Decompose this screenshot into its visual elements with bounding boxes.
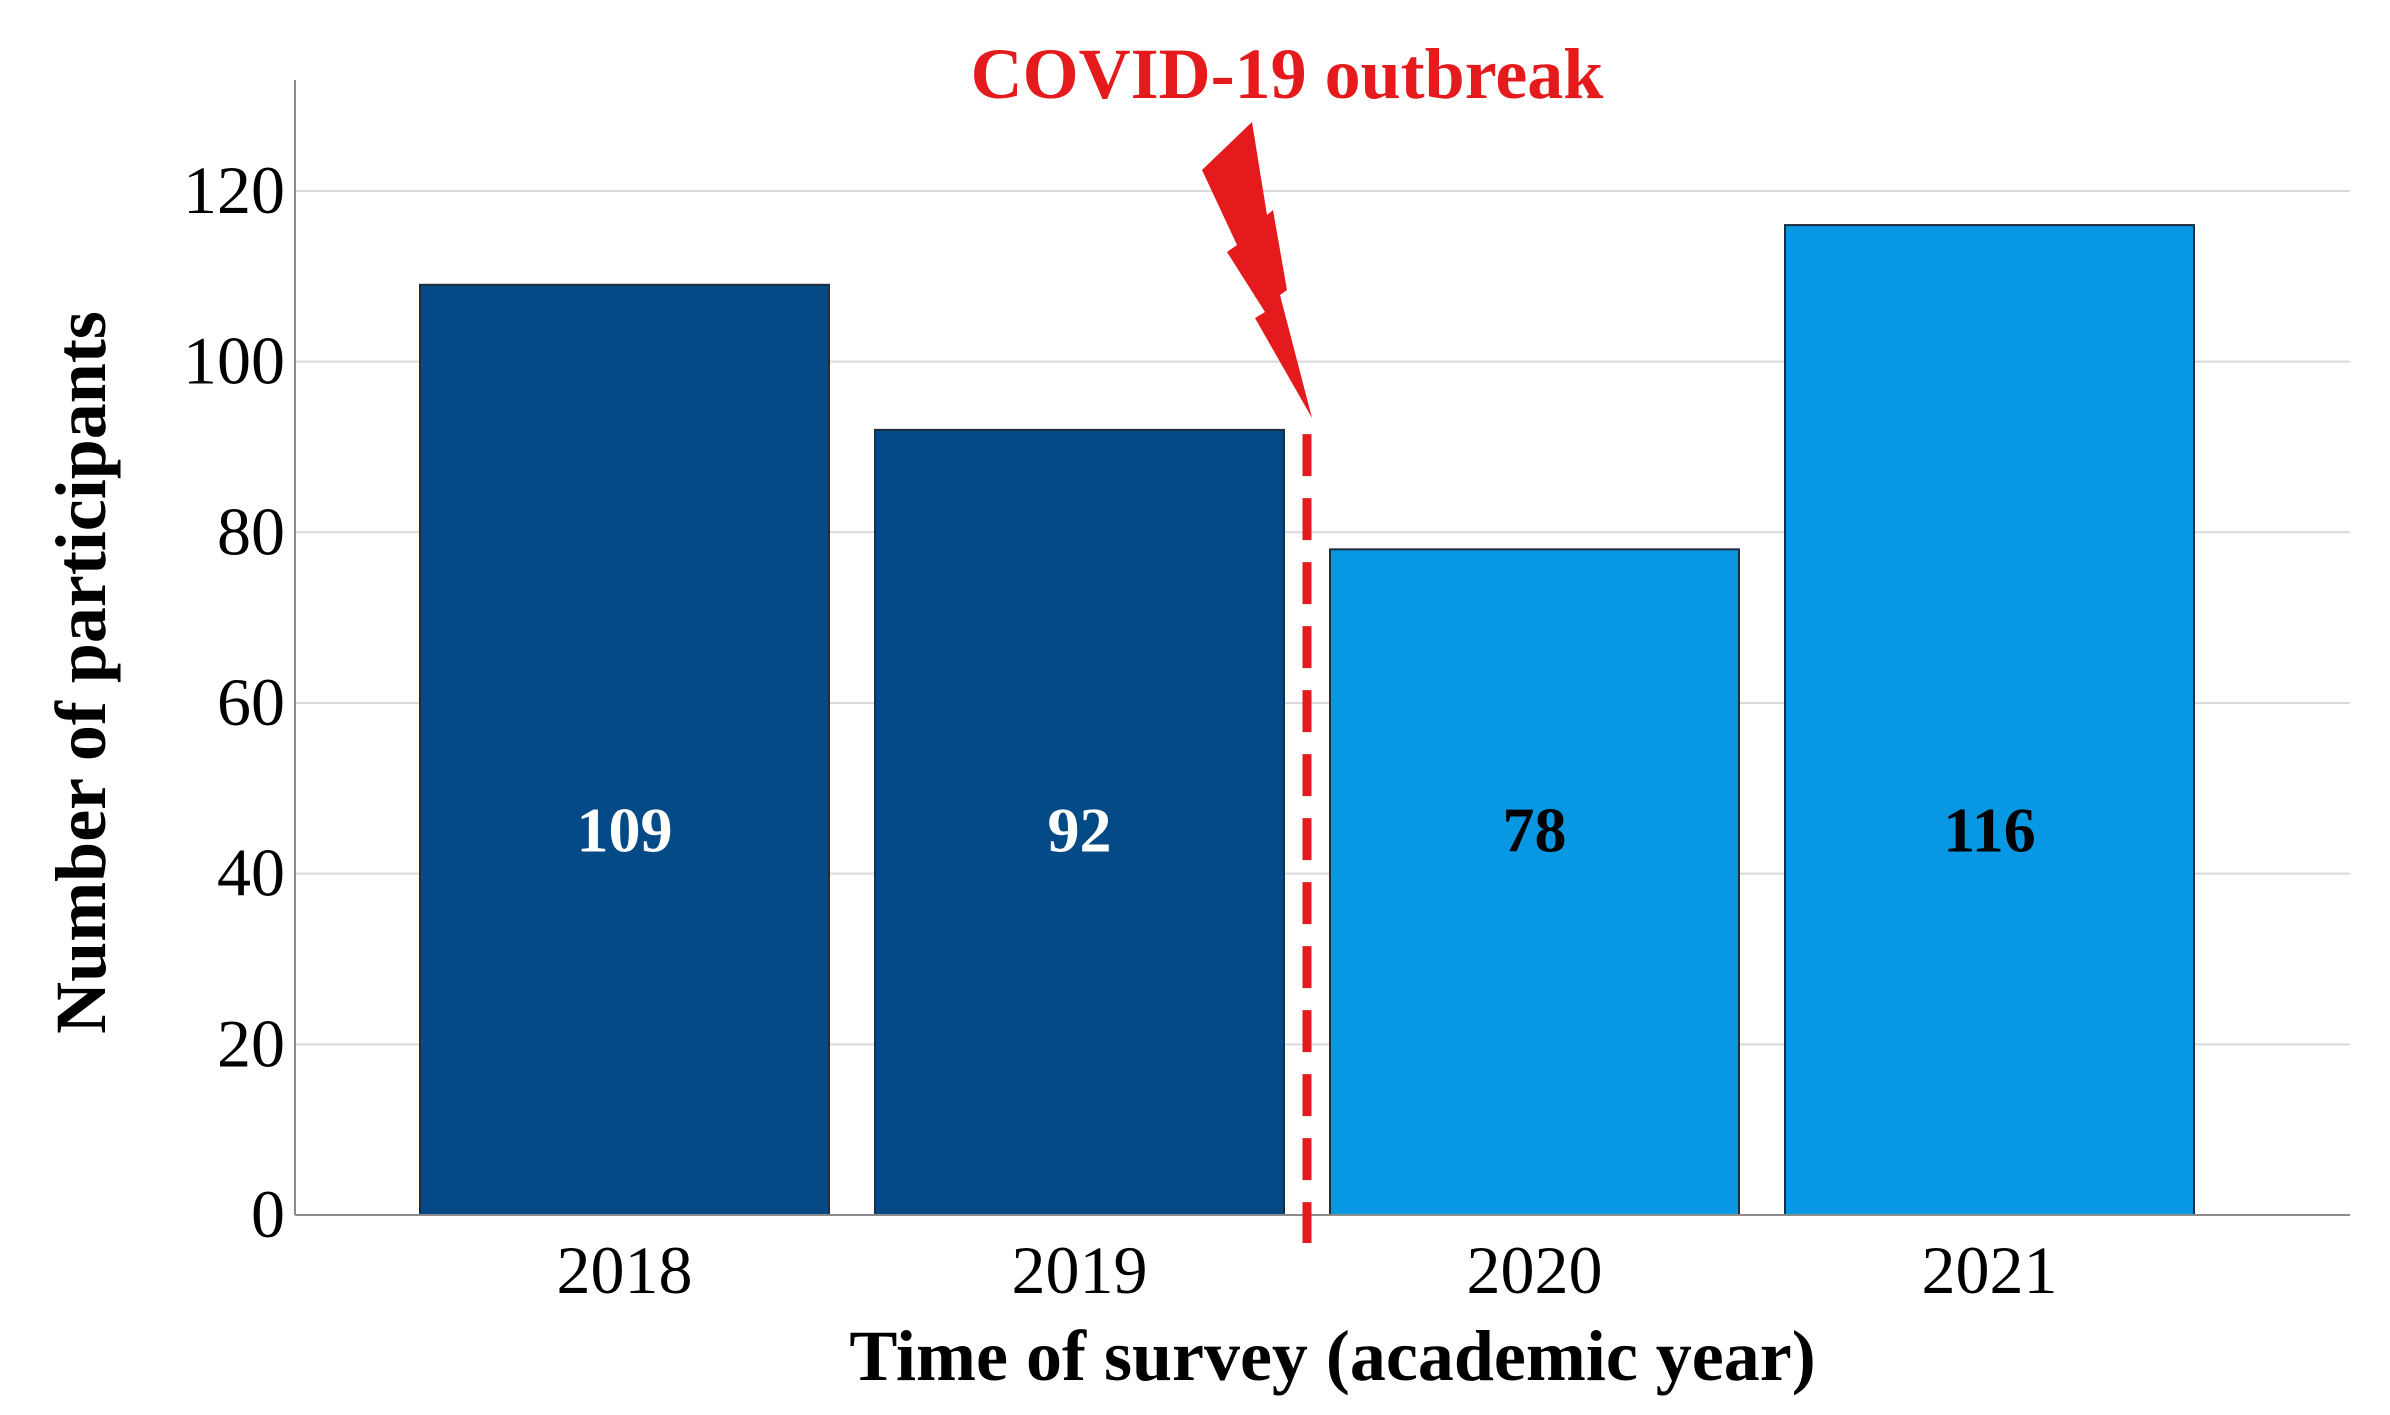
x-tick-label: 2021 <box>1922 1232 2058 1308</box>
y-tick-label: 40 <box>217 835 285 911</box>
x-axis-title: Time of survey (academic year) <box>849 1316 1815 1396</box>
y-tick-label: 60 <box>217 664 285 740</box>
y-axis-title: Number of participants <box>41 311 121 1034</box>
bar-2018 <box>419 283 830 1217</box>
y-axis-ticks: 0 20 40 60 80 100 120 <box>183 152 285 1252</box>
bar-value-label: 116 <box>1943 795 2035 866</box>
bar-value-label: 78 <box>1503 795 1567 866</box>
bar-2019 <box>874 428 1285 1216</box>
bars: 109 92 78 116 <box>419 224 2195 1217</box>
x-tick-label: 2018 <box>557 1232 693 1308</box>
bar-2021 <box>1784 224 2195 1216</box>
covid-outbreak-label: COVID-19 outbreak <box>971 34 1604 114</box>
bar-value-label: 109 <box>577 795 673 866</box>
bar-2020 <box>1329 548 1740 1216</box>
x-tick-label: 2019 <box>1012 1232 1148 1308</box>
covid-annotation: COVID-19 outbreak <box>971 34 1604 1243</box>
x-axis-ticks: 2018 2019 2020 2021 <box>557 1232 2058 1308</box>
lightning-bolt-icon <box>1202 122 1312 418</box>
y-tick-label: 120 <box>183 152 285 228</box>
x-tick-label: 2020 <box>1467 1232 1603 1308</box>
y-tick-label: 0 <box>251 1176 285 1252</box>
y-tick-label: 100 <box>183 323 285 399</box>
y-tick-label: 80 <box>217 493 285 569</box>
bar-value-label: 92 <box>1048 795 1112 866</box>
y-tick-label: 20 <box>217 1005 285 1081</box>
axes <box>294 80 2350 1216</box>
